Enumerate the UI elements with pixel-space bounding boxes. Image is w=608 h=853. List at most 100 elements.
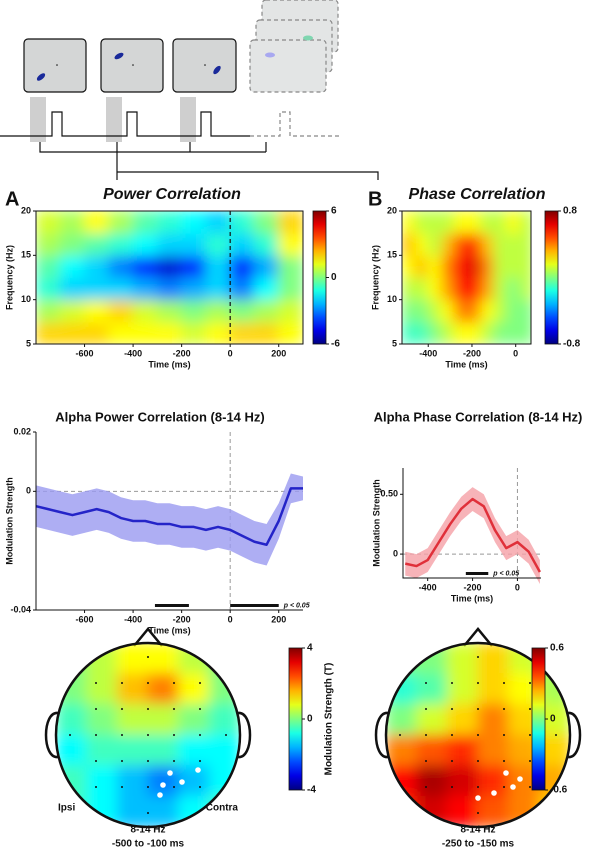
x-tick-label: -400: [124, 614, 142, 624]
stimulus: [265, 52, 275, 58]
highlight-electrode: [517, 776, 523, 782]
stimulus: [114, 52, 124, 60]
heatmap-cell: [253, 299, 280, 323]
heatmap-cell: [36, 277, 61, 301]
head-outline: [384, 641, 572, 829]
heatmap-cell: [440, 232, 455, 256]
electrode: [199, 786, 201, 788]
topomap-cell: [416, 643, 448, 675]
line: [35, 487, 303, 546]
significance-bar: [465, 572, 489, 575]
colorbar-label: -4: [307, 785, 316, 796]
heatmap-cell: [278, 211, 303, 234]
electrode: [529, 760, 531, 762]
nose: [463, 627, 493, 647]
electrode: [121, 734, 123, 736]
heatmap-cell: [467, 211, 482, 234]
electrode: [529, 786, 531, 788]
electrode: [173, 786, 175, 788]
topomap-cell: [446, 765, 479, 797]
heatmap-cell: [493, 254, 508, 278]
heatmap-cell: [59, 211, 86, 234]
topomap-cell: [208, 765, 240, 797]
heatmap-cell: [205, 254, 231, 278]
heatmap-cell: [132, 299, 158, 323]
heatmap-cell: [480, 299, 495, 323]
highlight-electrode: [167, 770, 173, 776]
topomap-cell: [86, 765, 118, 797]
stimulus: [213, 65, 221, 75]
y-tick-label: 20: [21, 205, 31, 215]
topomap-cell: [147, 673, 180, 705]
electrode: [147, 812, 149, 814]
heatmap-cells: [402, 211, 531, 344]
topomap-cell: [86, 734, 118, 767]
electrode: [477, 786, 479, 788]
heatmap-cell: [132, 321, 158, 344]
electrode: [451, 708, 453, 710]
heatmap-cell: [519, 232, 531, 256]
x-tick-label: -400: [124, 348, 142, 358]
y-tick-label: 5: [26, 338, 31, 348]
x-tick-label: -400: [419, 582, 437, 592]
topomap-cell: [86, 643, 118, 675]
heatmap-cell: [440, 321, 455, 344]
heatmap-cell: [59, 277, 86, 301]
heatmap-cell: [84, 232, 110, 256]
plot-frame: [401, 210, 532, 345]
y-tick-label: 0: [26, 486, 31, 496]
window: [180, 97, 196, 142]
electrode: [95, 786, 97, 788]
topomap-cell: [147, 643, 180, 675]
heatmap-cell: [506, 211, 521, 234]
ear: [44, 711, 59, 759]
heatmap-cell: [36, 321, 61, 344]
electrode: [95, 760, 97, 762]
topomap-cell: [208, 703, 240, 736]
heatmap-cell: [205, 299, 231, 323]
electrode: [147, 708, 149, 710]
heatmap-cell: [181, 277, 207, 301]
heatmap-cell: [414, 299, 429, 323]
colorbar-label: 0: [550, 714, 556, 725]
electrode: [503, 734, 505, 736]
heatmap-cell: [229, 299, 255, 323]
topomap-cell: [116, 795, 149, 827]
x-axis-label: Time (ms): [148, 359, 190, 369]
colorbar-label: 4: [307, 643, 313, 654]
heatmap-cell: [84, 211, 110, 234]
chart-title: Phase Correlation: [409, 186, 546, 203]
colorbar-label: 0: [307, 714, 313, 725]
electrode: [199, 708, 201, 710]
heatmap-cells: [36, 211, 303, 344]
heatmap-cell: [453, 211, 469, 234]
topomap-cell: [116, 643, 149, 675]
topomap-cell: [386, 703, 418, 736]
heatmap-cell: [440, 277, 455, 301]
heatmap-cell: [132, 211, 158, 234]
electrode: [477, 656, 479, 658]
ear: [567, 711, 582, 759]
heatmap-cell: [467, 299, 482, 323]
x-tick-label: 0: [513, 348, 518, 358]
heatmap-cell: [402, 321, 416, 344]
topomap-cell: [116, 673, 149, 705]
electrode: [451, 734, 453, 736]
heatmap-cell: [480, 277, 495, 301]
x-tick-label: -200: [463, 348, 481, 358]
colorbar: [544, 210, 559, 345]
panel-label: A: [5, 188, 19, 210]
heatmap-cell: [181, 232, 207, 256]
heatmap-cell: [278, 254, 303, 278]
heatmap-cell: [229, 321, 255, 344]
topomap-cell: [86, 703, 118, 736]
heatmap-cell: [205, 321, 231, 344]
electrode: [199, 734, 201, 736]
electrode: [173, 682, 175, 684]
x-tick-label: 0: [515, 582, 520, 592]
heatmap-cell: [480, 321, 495, 344]
heatmap-cell: [414, 232, 429, 256]
heatmap-cell: [278, 232, 303, 256]
heatmap-cell: [480, 211, 495, 234]
